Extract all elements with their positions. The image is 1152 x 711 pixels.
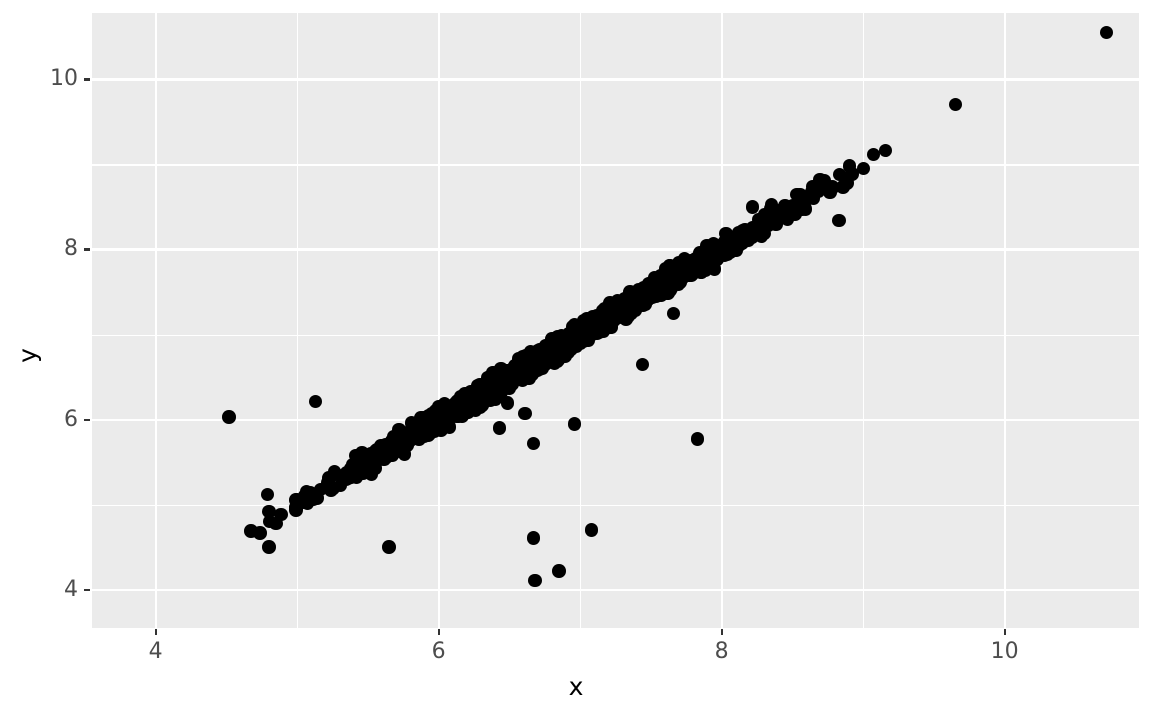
data-point-outlier [310, 491, 324, 505]
data-point [698, 263, 712, 278]
y-tick-mark [84, 418, 90, 421]
y-tick-label: 8 [64, 236, 78, 262]
data-point-outlier [552, 564, 566, 578]
data-point [421, 413, 435, 427]
data-point-outlier [492, 421, 507, 435]
data-point-outlier [690, 432, 705, 446]
x-tick-label: 10 [990, 639, 1019, 664]
data-point [948, 97, 963, 112]
x-tick-label: 8 [714, 639, 729, 664]
gridline-major-vertical [437, 13, 440, 628]
data-point-outlier [222, 410, 236, 424]
data-points-layer [92, 13, 1139, 628]
data-point [878, 143, 893, 158]
data-point-outlier [635, 357, 650, 372]
data-point-outlier [308, 394, 323, 409]
data-point [780, 212, 795, 226]
x-axis-title: x [568, 672, 584, 701]
data-point-outlier [526, 436, 541, 451]
gridline-major-horizontal [92, 588, 1139, 591]
x-tick-mark [154, 629, 157, 635]
y-tick-label: 6 [64, 406, 78, 432]
plot-panel [92, 13, 1139, 628]
data-point [764, 198, 779, 212]
data-point-outlier [666, 306, 681, 321]
data-point-outlier [825, 181, 839, 195]
y-tick-mark [84, 248, 90, 251]
data-point [375, 447, 389, 461]
data-point-outlier [584, 523, 599, 537]
y-axis-title: y [13, 348, 42, 363]
data-point [442, 406, 456, 420]
data-point-outlier [260, 487, 275, 502]
data-point [537, 342, 551, 356]
data-point [262, 504, 276, 519]
data-point-outlier [526, 531, 541, 545]
x-tick-label: 6 [431, 639, 446, 664]
data-point-outlier [262, 540, 276, 554]
data-point [554, 345, 568, 359]
data-point [343, 462, 358, 476]
data-point [289, 500, 303, 515]
data-point [558, 333, 573, 348]
gridline-minor-horizontal [92, 334, 1139, 336]
data-point [663, 270, 677, 284]
gridline-minor-horizontal [92, 164, 1139, 166]
data-point [397, 447, 412, 461]
y-tick-label: 4 [64, 576, 78, 602]
data-point [866, 147, 881, 162]
data-point [253, 526, 267, 540]
gridline-major-horizontal [92, 78, 1139, 81]
gridline-major-vertical [1003, 13, 1006, 628]
data-point [622, 300, 637, 314]
data-point [856, 161, 871, 176]
gridline-minor-vertical [863, 13, 865, 628]
data-point [759, 219, 773, 233]
data-point [365, 458, 379, 473]
data-point-outlier [269, 516, 283, 531]
data-point [458, 397, 472, 411]
y-tick-mark [84, 78, 90, 81]
x-tick-mark [437, 629, 440, 635]
x-tick-mark [720, 629, 723, 635]
gridline-minor-vertical [297, 13, 299, 628]
data-point [584, 321, 598, 336]
gridline-major-vertical [720, 13, 723, 628]
x-tick-mark [1003, 629, 1006, 635]
y-tick-mark [84, 588, 90, 591]
data-point-outlier [832, 213, 846, 228]
gridline-minor-horizontal [92, 504, 1139, 506]
data-point [682, 265, 696, 279]
x-tick-label: 4 [148, 639, 163, 664]
gridline-major-horizontal [92, 248, 1139, 251]
data-point-outlier [382, 540, 396, 554]
data-point [845, 167, 859, 181]
gridline-major-horizontal [92, 418, 1139, 421]
data-point-outlier [567, 417, 582, 431]
data-point-outlier [1099, 25, 1114, 40]
gridline-major-vertical [154, 13, 157, 628]
data-point-outlier [745, 200, 760, 214]
data-point-outlier [518, 406, 532, 421]
data-point-outlier [528, 573, 542, 588]
